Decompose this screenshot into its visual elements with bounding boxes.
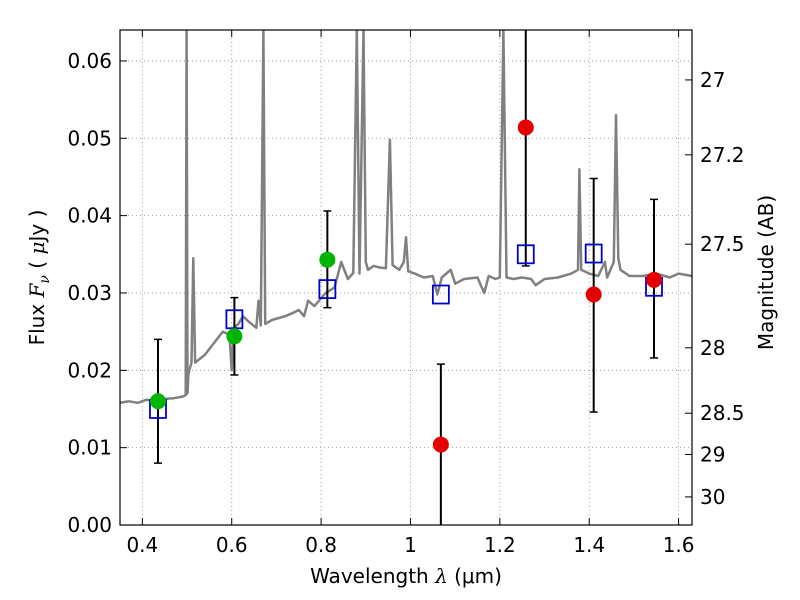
- y-tick-label: 0.04: [67, 204, 112, 228]
- model-square-marker: [431, 284, 450, 305]
- model-square-marker: [584, 243, 603, 264]
- green-data-point: [149, 393, 166, 410]
- plot-frame: [119, 29, 693, 526]
- x-tick-label: 0.8: [305, 533, 337, 557]
- x-tick-label: 1.2: [484, 533, 516, 557]
- y2-tick-label: 29: [700, 442, 725, 466]
- y-tick-label: 0.02: [67, 358, 112, 382]
- model-square-marker: [516, 244, 535, 265]
- errorbars: [153, 30, 659, 525]
- x-tick-label: 1.4: [573, 533, 605, 557]
- green-data-point: [319, 251, 336, 268]
- model-square-marker: [225, 309, 244, 330]
- y2-tick-label: 27.2: [700, 143, 745, 167]
- x-axis-title: Wavelength λ (μm): [310, 564, 502, 588]
- spectrum-line: [120, 30, 692, 405]
- green-data-point: [226, 328, 243, 345]
- model-square-marker: [318, 279, 337, 300]
- y2-axis-title: Magnitude (AB): [754, 195, 778, 350]
- y-tick-label: 0.05: [67, 126, 112, 150]
- x-tick-label: 0.4: [126, 533, 158, 557]
- y2-tick-label: 27.5: [700, 232, 745, 256]
- red-data-point: [585, 286, 602, 303]
- y2-tick-label: 28: [700, 336, 725, 360]
- spectrum-series: [120, 30, 692, 405]
- y2-tick-label: 30: [700, 485, 725, 509]
- y-axis-title: Flux Fν ( μJy ): [25, 210, 53, 346]
- red-data-point: [646, 271, 663, 288]
- data-markers: [149, 119, 663, 453]
- x-tick-label: 0.6: [216, 533, 248, 557]
- x-tick-label: 1.6: [663, 533, 695, 557]
- y2-tick-label: 28.5: [700, 401, 745, 425]
- y-tick-label: 0.06: [67, 49, 112, 73]
- x-tick-label: 1: [404, 533, 417, 557]
- red-data-point: [432, 436, 449, 453]
- red-data-point: [517, 119, 534, 136]
- y-tick-label: 0.01: [67, 436, 112, 460]
- y-tick-label: 0.03: [67, 281, 112, 305]
- y-tick-label: 0.00: [67, 513, 112, 537]
- axis-ticks: 0.4 0.6 0.8 1 1.2 1.4 1.6 0.00 0.01 0.02 0.03 0.04 0…: [67, 30, 745, 557]
- y2-tick-label: 27: [700, 68, 725, 92]
